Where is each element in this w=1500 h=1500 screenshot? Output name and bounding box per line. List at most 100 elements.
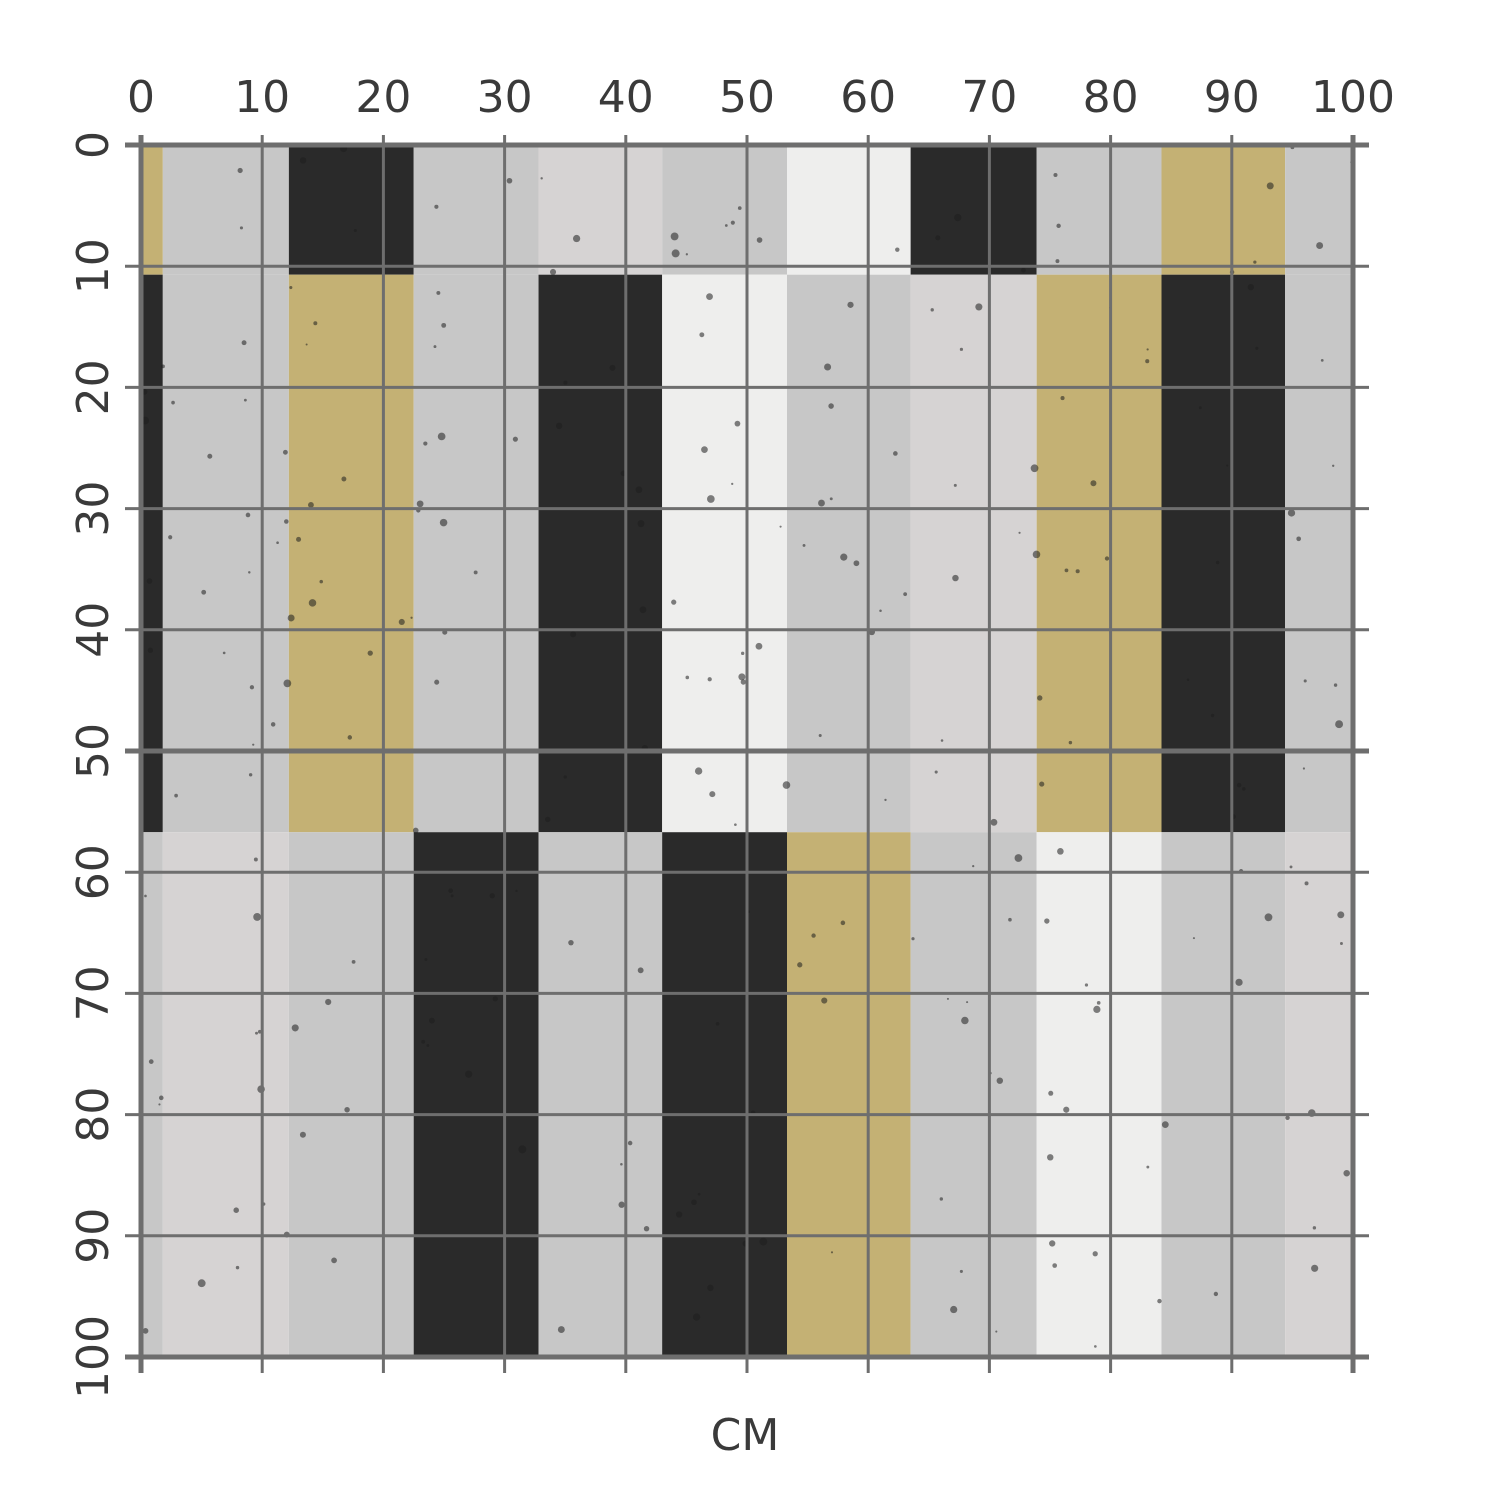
texture-speck xyxy=(635,486,643,494)
tile-white xyxy=(1036,832,1162,1357)
texture-speck xyxy=(439,518,448,527)
texture-speck xyxy=(707,1284,714,1292)
texture-speck xyxy=(961,1016,969,1025)
texture-speck xyxy=(1296,536,1301,542)
measurement-grid xyxy=(125,135,1369,1373)
texture-speck xyxy=(1064,568,1069,573)
tile-concrete xyxy=(1161,832,1286,1357)
texture-speck xyxy=(830,1251,834,1254)
texture-speck xyxy=(299,157,307,164)
unit-label: CM xyxy=(711,1410,780,1461)
texture-speck xyxy=(148,1059,154,1064)
tile-white xyxy=(786,145,911,275)
texture-speck xyxy=(239,226,244,230)
texture-speck xyxy=(620,1162,623,1166)
texture-speck xyxy=(416,500,424,508)
texture-speck xyxy=(940,739,944,742)
texture-speck xyxy=(818,499,825,507)
texture-speck xyxy=(821,997,828,1004)
texture-speck xyxy=(347,735,353,740)
texture-speck xyxy=(158,1103,161,1106)
texture-speck xyxy=(802,543,806,547)
texture-speck xyxy=(282,449,288,455)
x-tick-label: 60 xyxy=(840,72,896,123)
tile-concrete xyxy=(786,274,911,833)
texture-speck xyxy=(568,939,574,946)
tile-light-gray xyxy=(162,832,289,1357)
tile-black xyxy=(1161,274,1286,833)
texture-speck xyxy=(930,308,934,312)
texture-speck xyxy=(441,322,447,328)
texture-speck xyxy=(1332,464,1335,467)
texture-speck xyxy=(1302,767,1306,770)
texture-speck xyxy=(563,775,567,779)
texture-speck xyxy=(1021,267,1026,273)
texture-speck xyxy=(235,1265,240,1270)
tile-gold xyxy=(141,145,163,275)
texture-speck xyxy=(1104,556,1110,561)
texture-speck xyxy=(840,920,846,926)
texture-speck xyxy=(895,247,900,252)
texture-speck xyxy=(1145,359,1150,364)
texture-speck xyxy=(730,220,735,225)
texture-speck xyxy=(818,734,822,738)
texture-speck xyxy=(1057,848,1064,855)
texture-speck xyxy=(545,816,551,823)
texture-speck xyxy=(1157,1298,1162,1304)
texture-speck xyxy=(331,1257,337,1264)
tile-concrete xyxy=(413,145,539,275)
texture-speck xyxy=(168,535,173,540)
texture-speck xyxy=(506,177,513,184)
tile-concrete xyxy=(288,832,414,1357)
texture-speck xyxy=(241,340,247,346)
texture-speck xyxy=(966,1001,969,1004)
y-tick-label: 80 xyxy=(68,1087,119,1143)
texture-speck xyxy=(249,685,255,690)
x-ruler-labels: 0 10 20 30 40 50 60 70 80 90 100 xyxy=(127,72,1395,123)
texture-speck xyxy=(884,798,887,802)
texture-speck xyxy=(197,1279,206,1288)
texture-speck xyxy=(1008,917,1012,922)
tile-concrete xyxy=(162,274,289,833)
texture-speck xyxy=(243,398,247,402)
texture-speck xyxy=(291,1024,299,1032)
x-tick-label: 70 xyxy=(961,72,1017,123)
texture-speck xyxy=(423,441,428,446)
texture-speck xyxy=(709,791,716,798)
texture-speck xyxy=(276,541,279,544)
texture-speck xyxy=(570,631,577,638)
texture-speck xyxy=(995,1330,998,1333)
texture-speck xyxy=(1311,1264,1319,1272)
texture-speck xyxy=(540,177,543,180)
texture-speck xyxy=(253,857,258,862)
texture-speck xyxy=(959,1269,963,1273)
texture-speck xyxy=(296,536,302,542)
texture-speck xyxy=(287,614,295,622)
texture-speck xyxy=(572,234,581,243)
texture-speck xyxy=(618,1201,625,1208)
texture-speck xyxy=(1186,678,1190,682)
texture-speck xyxy=(950,1305,958,1314)
texture-speck xyxy=(637,967,644,974)
texture-speck xyxy=(782,781,791,789)
texture-speck xyxy=(853,560,860,567)
texture-speck xyxy=(233,1207,239,1213)
texture-speck xyxy=(424,957,428,961)
texture-speck xyxy=(257,1029,262,1034)
texture-speck xyxy=(308,599,317,607)
x-tick-label: 30 xyxy=(477,72,533,123)
texture-speck xyxy=(436,290,441,295)
texture-speck xyxy=(1198,406,1202,410)
texture-speck xyxy=(1030,464,1039,473)
tile-concrete xyxy=(141,832,163,1357)
texture-speck xyxy=(1092,1251,1098,1257)
texture-speck xyxy=(255,1031,259,1035)
y-tick-label: 0 xyxy=(68,131,119,159)
texture-speck xyxy=(410,616,413,619)
texture-speck xyxy=(201,589,207,595)
texture-speck xyxy=(952,574,959,582)
texture-speck xyxy=(692,1313,701,1321)
texture-speck xyxy=(759,1237,768,1246)
texture-speck xyxy=(434,204,439,209)
texture-speck xyxy=(1289,865,1293,869)
